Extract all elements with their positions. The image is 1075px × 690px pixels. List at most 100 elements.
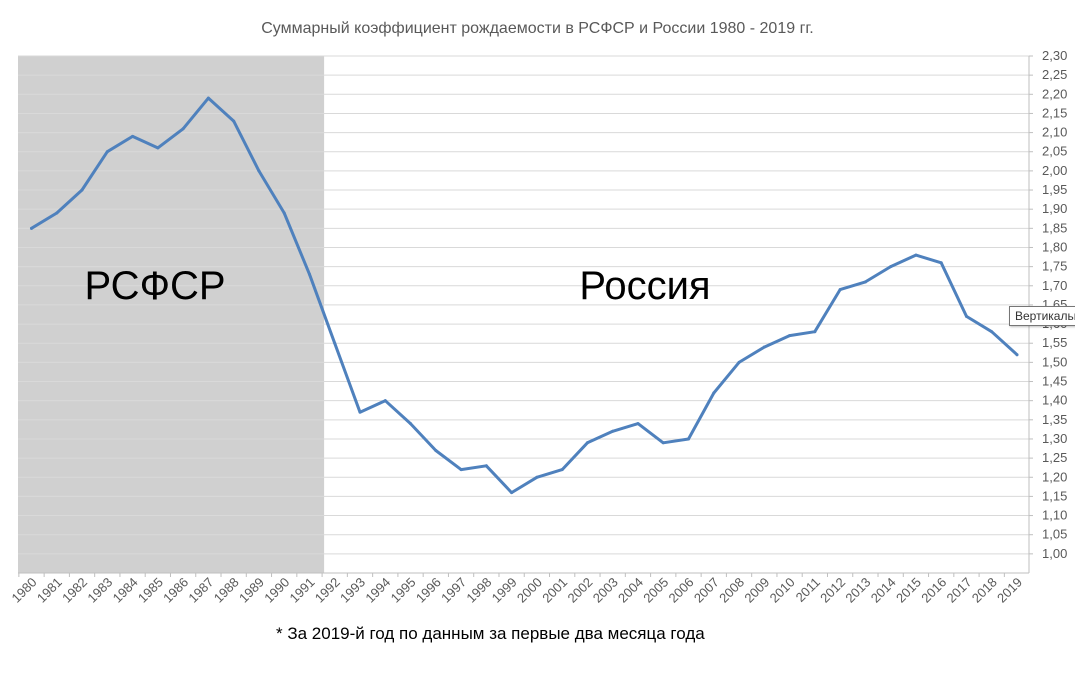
y-tick-label: 1,10 [1042,508,1067,523]
x-tick-label: 1986 [160,575,191,606]
x-tick-label: 2005 [640,575,671,606]
x-tick-label: 2012 [817,575,848,606]
y-tick-label: 2,00 [1042,163,1067,178]
x-tick-label: 2013 [842,575,873,606]
x-tick-label: 1987 [185,575,216,606]
x-tick-label: 1984 [110,575,141,606]
data-point [838,288,842,292]
data-point [535,475,539,479]
rsfsr-region-label: РСФСР [84,264,225,308]
x-tick-label: 2018 [969,575,1000,606]
y-tick-label: 1,95 [1042,182,1067,197]
x-tick-label: 1995 [388,575,419,606]
y-tick-label: 1,00 [1042,546,1067,561]
data-point [307,272,311,276]
x-tick-label: 2002 [564,575,595,606]
x-tick-label: 1994 [362,575,393,606]
y-tick-label: 1,50 [1042,354,1067,369]
y-tick-label: 2,10 [1042,125,1067,140]
chart-title: Суммарный коэффициент рождаемости в РСФС… [261,20,814,37]
data-point [737,360,741,364]
data-point [687,437,690,441]
russia-region-label: Россия [579,264,710,308]
y-tick-label: 2,05 [1042,144,1067,159]
x-tick-label: 1996 [413,575,444,606]
data-point [889,265,893,269]
x-tick-label: 1992 [312,575,343,606]
data-point [484,464,488,468]
data-point [434,448,438,452]
data-point [181,127,185,131]
x-tick-label: 1982 [59,575,90,606]
y-tick-label: 1,80 [1042,239,1067,254]
data-point [131,134,135,138]
data-point [333,341,337,345]
y-tick-label: 1,45 [1042,374,1067,389]
y-tick-label: 1,30 [1042,431,1067,446]
data-point [55,211,59,215]
x-tick-label: 2001 [539,575,570,606]
x-tick-label: 1985 [135,575,166,606]
data-point [560,468,564,472]
data-point [232,119,236,123]
data-point [964,314,968,318]
data-point [762,345,766,349]
x-tick-label: 1998 [463,575,494,606]
data-point [1015,353,1019,357]
data-point [636,422,640,426]
x-tick-label: 2004 [615,575,646,606]
footnote: * За 2019-й год по данным за первые два … [276,624,705,643]
data-point [358,410,362,414]
data-point [611,429,615,433]
vertical-axis-tooltip: Вертикальн [1009,306,1075,326]
x-tick-label: 2010 [767,575,798,606]
y-tick-label: 1,40 [1042,393,1067,408]
y-tick-label: 1,55 [1042,335,1067,350]
x-tick-label: 2003 [590,575,621,606]
data-point [712,391,716,395]
x-tick-label: 2007 [691,575,722,606]
data-point [510,491,514,495]
data-point [282,211,286,215]
x-tick-label: 2015 [893,575,924,606]
x-tick-label: 2009 [741,575,772,606]
data-point [788,334,792,338]
x-tick-label: 2011 [793,575,823,605]
x-tick-label: 1997 [438,575,469,606]
x-tick-label: 2017 [944,575,975,606]
y-tick-label: 1,20 [1042,469,1067,484]
x-tick-label: 1989 [236,575,267,606]
data-point [459,468,463,472]
x-tick-label: 1991 [287,575,318,606]
y-tick-label: 1,25 [1042,450,1067,465]
y-tick-label: 2,15 [1042,105,1067,120]
data-point [105,150,109,154]
x-tick-label: 2016 [918,575,949,606]
y-tick-label: 2,20 [1042,86,1067,101]
x-tick-label: 1981 [34,575,65,606]
data-point [990,330,994,334]
data-point [939,261,943,265]
x-tick-label: 1990 [261,575,292,606]
y-tick-label: 1,05 [1042,527,1067,542]
data-point [661,441,665,445]
x-tick-label: 2000 [514,575,545,606]
x-tick-label: 2019 [994,575,1025,606]
data-point [863,280,867,284]
data-point [914,253,918,257]
data-point [257,169,261,173]
rsfsr-shaded-region [18,56,325,573]
x-tick-label: 1993 [337,575,368,606]
y-tick-label: 2,30 [1042,48,1067,63]
data-point [585,441,589,445]
series-line [30,96,1019,495]
data-point [156,146,160,150]
x-tick-label: 2008 [716,575,747,606]
x-tick-label: 2014 [868,575,899,606]
data-point [409,422,413,426]
data-point [813,330,817,334]
data-point [383,399,387,403]
x-tick-label: 2006 [666,575,697,606]
x-tick-label: 1988 [211,575,242,606]
data-point [30,226,33,230]
